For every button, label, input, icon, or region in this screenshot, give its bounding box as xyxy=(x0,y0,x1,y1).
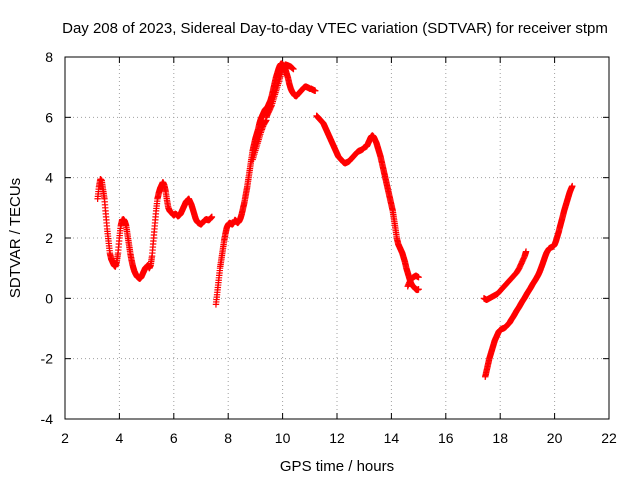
y-axis-label: SDTVAR / TECUs xyxy=(7,178,24,298)
x-tick-label: 20 xyxy=(547,430,563,446)
y-tick-label: 4 xyxy=(45,170,53,186)
data-point xyxy=(290,65,297,73)
x-axis-label: GPS time / hours xyxy=(280,458,394,475)
y-tick-labels: -4 -2 0 2 4 6 8 xyxy=(41,49,54,427)
y-tick-label: 6 xyxy=(45,109,53,125)
data-point xyxy=(208,213,216,221)
x-tick-label: 4 xyxy=(116,430,124,446)
y-tick-label: 0 xyxy=(45,290,53,306)
x-tick-label: 10 xyxy=(275,430,291,446)
x-tick-label: 8 xyxy=(224,430,232,446)
x-tick-label: 2 xyxy=(61,430,69,446)
y-tick-label: -4 xyxy=(41,411,54,427)
x-tick-label: 6 xyxy=(170,430,178,446)
data-series-segment xyxy=(249,117,270,163)
x-tick-label: 12 xyxy=(329,430,345,446)
data-point xyxy=(263,117,270,124)
grid xyxy=(65,57,609,419)
x-tick-label: 14 xyxy=(384,430,400,446)
data-series-segment xyxy=(480,248,530,304)
data-point xyxy=(522,248,530,255)
data-series-segment xyxy=(263,61,297,121)
data-point xyxy=(415,286,422,293)
y-tick-label: 2 xyxy=(45,230,53,246)
x-tick-label: 22 xyxy=(601,430,617,446)
x-tick-label: 18 xyxy=(492,430,508,446)
data-point xyxy=(569,182,576,190)
data-series-segment xyxy=(94,175,216,282)
data-point xyxy=(415,274,422,281)
data-series-segment xyxy=(212,60,319,308)
data-series-segment xyxy=(404,272,422,290)
data-series-segment xyxy=(313,112,422,294)
data-points xyxy=(94,60,576,380)
x-tick-labels: 2 4 6 8 10 12 14 16 18 20 22 xyxy=(61,430,617,446)
chart-title: Day 208 of 2023, Sidereal Day-to-day VTE… xyxy=(62,20,608,37)
data-point xyxy=(312,87,319,94)
plot-frame xyxy=(64,56,610,420)
y-tick-label: -2 xyxy=(41,351,54,367)
data-series-segment xyxy=(482,182,576,380)
x-tick-label: 16 xyxy=(438,430,454,446)
y-tick-label: 8 xyxy=(45,49,53,65)
